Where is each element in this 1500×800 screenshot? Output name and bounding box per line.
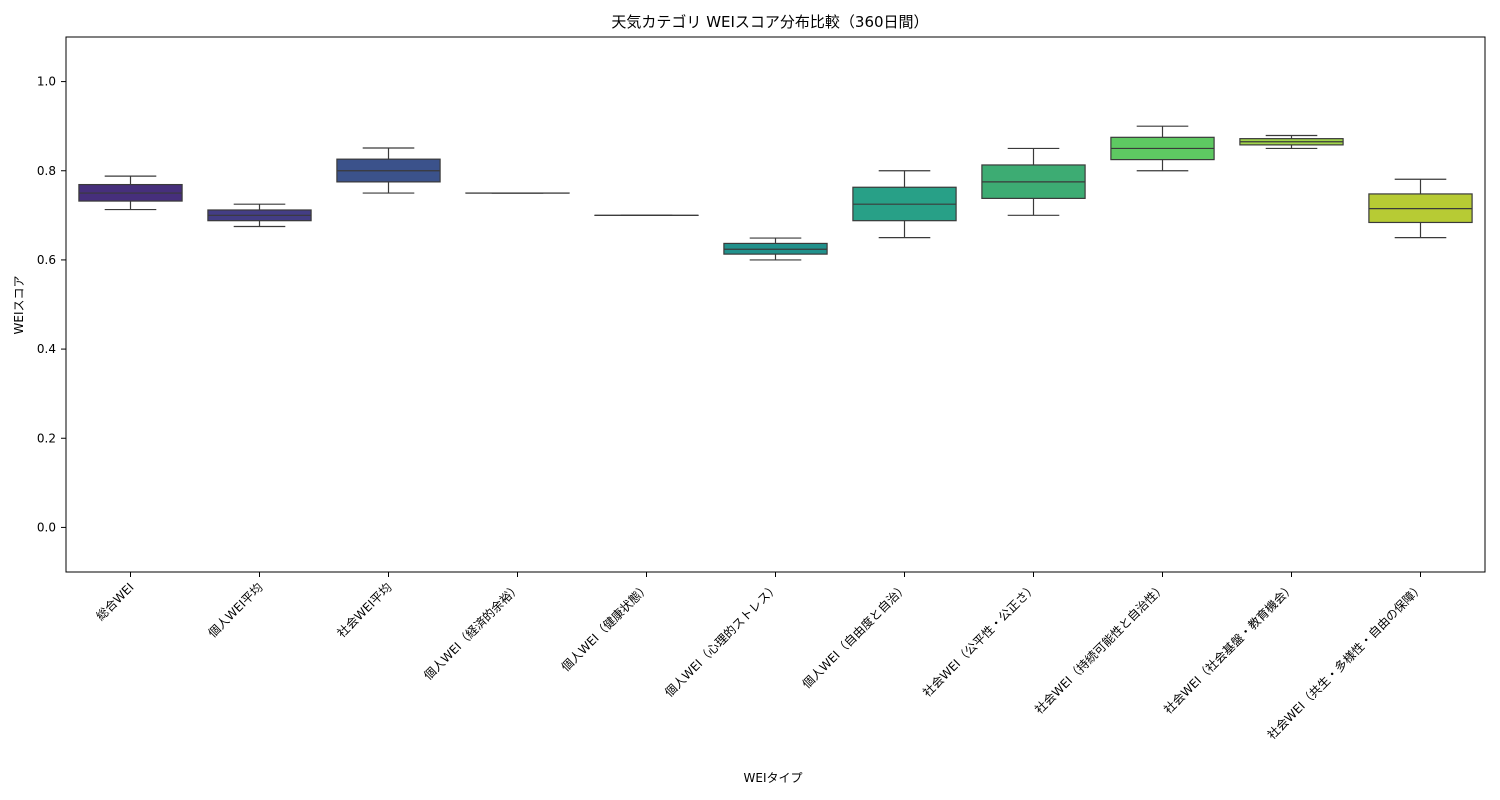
y-axis: 0.0 0.2 0.4 0.6 0.8 1.0	[37, 75, 66, 534]
x-tick-label: 個人WEI（心理的ストレス）	[661, 580, 781, 700]
x-tick-label: 社会WEI（共生・多様性・自由の保障）	[1264, 580, 1427, 743]
y-tick-label: 0.2	[37, 431, 56, 445]
y-tick-label: 0.8	[37, 164, 56, 178]
x-axis-label: WEIタイプ	[744, 771, 803, 785]
x-tick-label: 社会WEI（公平性・公正さ）	[919, 580, 1039, 700]
x-axis: 総合WEI 個人WEI平均 社会WEI平均 個人WEI（経済的余裕） 個人WEI（健康状…	[93, 572, 1427, 742]
box-2	[207, 203, 312, 228]
box-7	[852, 170, 957, 239]
x-tick-label: 社会WEI平均	[334, 580, 395, 641]
x-tick-label: 個人WEI平均	[206, 580, 266, 640]
box-9	[1110, 125, 1215, 172]
y-tick-label: 0.6	[37, 253, 56, 267]
box-8	[981, 147, 1086, 216]
plot-frame	[65, 36, 1486, 573]
plot-area	[78, 125, 1473, 261]
x-tick-label: 社会WEI（社会基盤・教育機会）	[1160, 580, 1297, 717]
x-tick-label: 個人WEI（経済的余裕）	[420, 580, 523, 683]
x-tick-label: 総合WEI	[93, 580, 137, 624]
box-6	[723, 237, 828, 261]
x-tick-label: 個人WEI（自由度と自治）	[799, 580, 911, 692]
x-tick-label: 社会WEI（持続可能性と自治性）	[1031, 580, 1168, 717]
box-1	[78, 175, 183, 211]
y-tick-label: 0.4	[37, 342, 56, 356]
y-tick-label: 1.0	[37, 75, 56, 89]
y-axis-label: WEIスコア	[12, 276, 26, 335]
box-11	[1368, 178, 1473, 239]
box-10	[1239, 134, 1344, 150]
y-tick-label: 0.0	[37, 520, 56, 534]
chart-title: 天気カテゴリ WEIスコア分布比較（360日間）	[611, 13, 928, 31]
box-3	[336, 147, 441, 194]
x-tick-label: 個人WEI（健康状態）	[558, 580, 653, 675]
